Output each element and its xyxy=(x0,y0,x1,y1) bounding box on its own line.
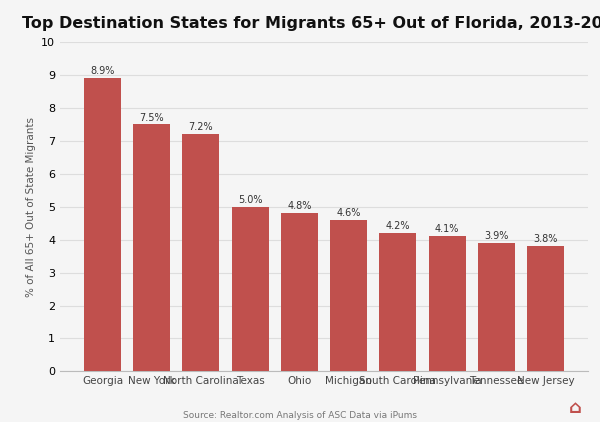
Text: 7.2%: 7.2% xyxy=(188,122,213,133)
Text: 4.6%: 4.6% xyxy=(337,208,361,218)
Text: 3.9%: 3.9% xyxy=(484,231,508,241)
Text: 4.2%: 4.2% xyxy=(386,221,410,231)
Y-axis label: % of All 65+ Out of State Migrants: % of All 65+ Out of State Migrants xyxy=(26,117,35,297)
Text: 4.1%: 4.1% xyxy=(435,225,459,235)
Bar xyxy=(527,246,564,371)
Bar xyxy=(330,220,367,371)
Bar xyxy=(379,233,416,371)
Bar xyxy=(84,78,121,371)
Text: 7.5%: 7.5% xyxy=(139,113,164,122)
Title: Top Destination States for Migrants 65+ Out of Florida, 2013-2022: Top Destination States for Migrants 65+ … xyxy=(23,16,600,31)
Text: Source: Realtor.com Analysis of ASC Data via iPums: Source: Realtor.com Analysis of ASC Data… xyxy=(183,411,417,420)
Text: ⌂: ⌂ xyxy=(569,399,582,417)
Bar xyxy=(428,236,466,371)
Bar xyxy=(281,214,318,371)
Text: 8.9%: 8.9% xyxy=(90,66,115,76)
Bar xyxy=(182,134,220,371)
Bar xyxy=(478,243,515,371)
Text: 5.0%: 5.0% xyxy=(238,195,262,205)
Text: 3.8%: 3.8% xyxy=(533,234,558,244)
Bar xyxy=(232,207,269,371)
Text: 4.8%: 4.8% xyxy=(287,201,311,211)
Bar xyxy=(133,124,170,371)
